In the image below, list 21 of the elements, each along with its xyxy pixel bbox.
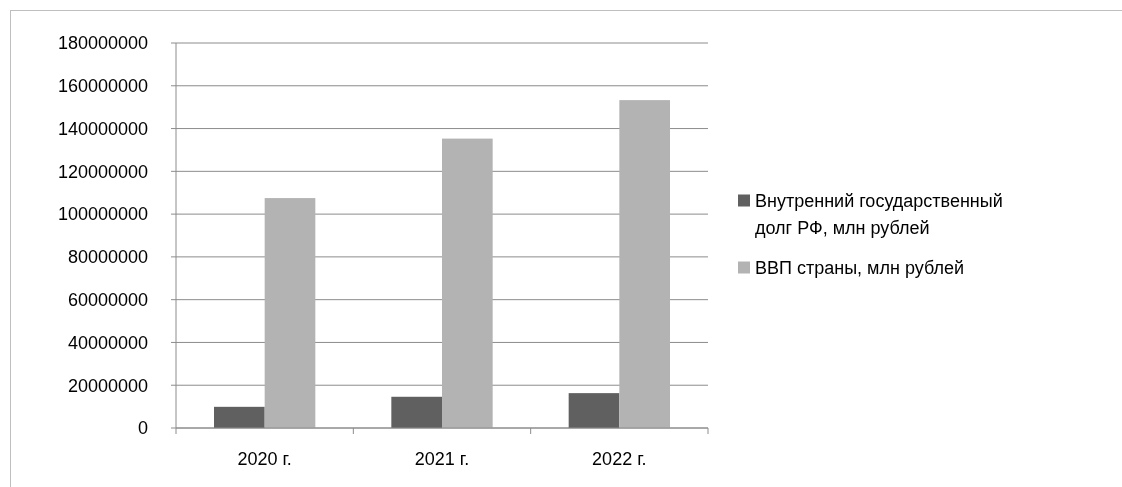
bar [619,100,670,428]
x-tick-label: 2021 г. [414,449,470,469]
bar [264,198,316,428]
x-tick-label: 2020 г. [237,449,292,469]
y-tick-label: 0 [137,418,148,439]
x-tick-label: 2022 г. [592,449,647,469]
y-tick-label: 40000000 [67,332,148,353]
y-tick-label: 180000000 [57,33,148,54]
bar [214,406,265,428]
legend-label: Внутренний государственный долг РФ, млн рублей [755,190,1003,238]
y-tick-label: 100000000 [57,204,148,225]
y-tick-label: 60000000 [67,289,148,310]
bar [391,396,442,428]
y-tick-label: 160000000 [57,76,148,97]
y-tick-label: 20000000 [67,375,148,396]
legend-label: ВВП страны, млн рублей [755,257,964,278]
bar [568,393,620,428]
y-tick-label: 140000000 [57,118,148,139]
y-tick-label: 120000000 [57,161,148,182]
y-tick-label: 80000000 [67,247,148,268]
bar [442,138,493,428]
